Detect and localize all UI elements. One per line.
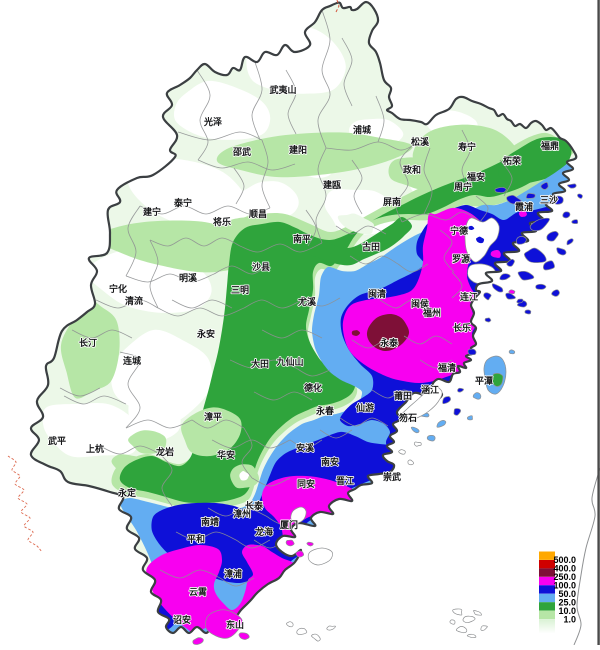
svg-text:云霄: 云霄 (189, 586, 207, 597)
svg-text:永泰: 永泰 (379, 337, 399, 348)
svg-text:邵武: 邵武 (232, 146, 251, 157)
svg-text:尤溪: 尤溪 (297, 296, 317, 307)
svg-text:松溪: 松溪 (411, 136, 430, 147)
svg-text:闽清: 闽清 (368, 288, 386, 299)
svg-text:厦门: 厦门 (280, 519, 298, 530)
svg-text:长泰: 长泰 (245, 500, 264, 511)
svg-text:南安: 南安 (321, 456, 339, 467)
svg-text:平潭: 平潭 (475, 375, 493, 386)
svg-text:安溪: 安溪 (296, 442, 315, 453)
svg-text:浦城: 浦城 (353, 124, 371, 135)
svg-text:泰宁: 泰宁 (173, 197, 192, 208)
svg-text:屏南: 屏南 (383, 196, 401, 207)
svg-text:建宁: 建宁 (143, 206, 161, 217)
svg-text:政和: 政和 (403, 164, 421, 175)
svg-text:大田: 大田 (251, 358, 269, 369)
svg-text:永安: 永安 (196, 328, 215, 339)
svg-text:涵江: 涵江 (421, 384, 439, 395)
svg-text:永春: 永春 (315, 405, 335, 416)
svg-text:500.0: 500.0 (553, 555, 576, 565)
svg-text:九仙山: 九仙山 (275, 356, 303, 367)
svg-text:长乐: 长乐 (453, 322, 471, 333)
svg-text:仙游: 仙游 (356, 402, 374, 413)
svg-text:同安: 同安 (297, 478, 315, 489)
svg-text:顺昌: 顺昌 (249, 209, 267, 219)
svg-text:南靖: 南靖 (201, 516, 219, 527)
svg-text:50.0: 50.0 (558, 589, 576, 599)
svg-text:建瓯: 建瓯 (323, 179, 341, 190)
svg-text:闽侯: 闽侯 (411, 298, 430, 309)
svg-text:漳平: 漳平 (204, 411, 222, 422)
svg-text:霞浦: 霞浦 (515, 201, 533, 212)
svg-text:平和: 平和 (187, 533, 205, 544)
svg-text:龙岩: 龙岩 (155, 446, 174, 457)
svg-text:建阳: 建阳 (289, 144, 307, 155)
svg-text:周宁: 周宁 (454, 181, 472, 192)
svg-text:武平: 武平 (48, 435, 66, 446)
svg-text:连城: 连城 (123, 355, 141, 366)
svg-text:三明: 三明 (231, 285, 249, 295)
svg-text:上杭: 上杭 (86, 443, 104, 454)
svg-text:25.0: 25.0 (558, 597, 576, 607)
svg-text:笏石: 笏石 (398, 412, 417, 423)
svg-text:福清: 福清 (437, 362, 456, 373)
svg-text:福安: 福安 (466, 171, 485, 182)
svg-text:南平: 南平 (293, 233, 311, 244)
svg-text:清流: 清流 (125, 295, 143, 306)
svg-text:将乐: 将乐 (213, 216, 231, 227)
svg-text:武夷山: 武夷山 (269, 84, 296, 95)
svg-text:龙海: 龙海 (254, 526, 273, 537)
svg-text:明溪: 明溪 (179, 272, 198, 283)
svg-text:晋江: 晋江 (336, 475, 354, 486)
svg-text:罗源: 罗源 (452, 253, 470, 264)
svg-text:宁化: 宁化 (109, 283, 127, 294)
svg-text:宁德: 宁德 (450, 225, 468, 236)
svg-text:三沙: 三沙 (540, 195, 558, 205)
svg-text:长汀: 长汀 (79, 337, 97, 348)
svg-text:漳浦: 漳浦 (224, 568, 242, 579)
svg-text:莆田: 莆田 (394, 390, 412, 401)
svg-text:沙县: 沙县 (252, 262, 270, 272)
svg-text:100.0: 100.0 (553, 581, 576, 591)
svg-text:连江: 连江 (460, 291, 478, 302)
svg-text:250.0: 250.0 (553, 572, 576, 582)
svg-text:柘荣: 柘荣 (502, 155, 522, 166)
svg-text:光泽: 光泽 (203, 116, 222, 127)
svg-text:寿宁: 寿宁 (458, 141, 476, 152)
svg-text:古田: 古田 (362, 241, 380, 252)
svg-text:400.0: 400.0 (553, 564, 576, 574)
svg-text:崇武: 崇武 (383, 471, 401, 482)
svg-text:华安: 华安 (217, 449, 235, 460)
svg-text:德化: 德化 (304, 382, 322, 393)
svg-text:诏安: 诏安 (173, 614, 191, 625)
svg-text:漳州: 漳州 (233, 508, 251, 519)
svg-text:福鼎: 福鼎 (540, 140, 559, 151)
svg-text:永定: 永定 (117, 487, 137, 498)
svg-text:1.0: 1.0 (563, 614, 576, 624)
svg-text:10.0: 10.0 (558, 606, 576, 616)
svg-text:东山: 东山 (226, 619, 244, 630)
svg-text:福州: 福州 (422, 307, 441, 318)
